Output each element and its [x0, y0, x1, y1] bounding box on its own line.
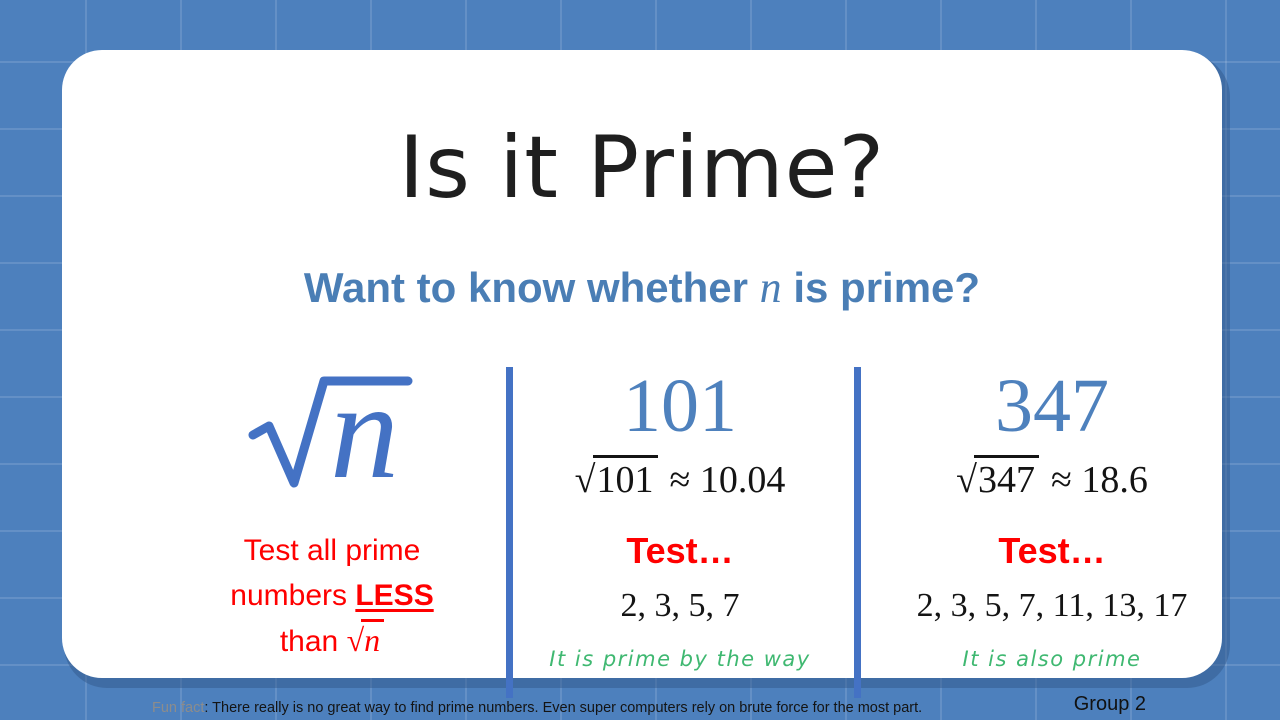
test-rule-caption: Test all prime numbers LESS than √n — [147, 528, 517, 664]
approx-value: ≈ 18.6 — [1051, 459, 1148, 501]
subtitle-suffix: is prime? — [781, 264, 981, 311]
primes-to-test: 2, 3, 5, 7 — [620, 587, 740, 624]
fun-fact-label: Fun fact — [152, 700, 205, 716]
prime-note: It is prime by the way — [549, 647, 811, 671]
column-divider-left — [506, 367, 513, 698]
example-column-101: 101 √101 ≈ 10.04 Test… 2, 3, 5, 7 It is p… — [510, 50, 850, 720]
example-number: 101 — [623, 364, 737, 448]
subtitle-math-variable: n — [759, 263, 782, 312]
test-label: Test… — [998, 530, 1106, 571]
sqrt-n-radical-icon: n — [248, 354, 413, 507]
caption-less-emphasis: LESS — [355, 579, 434, 612]
sqrt-n-radicand: n — [330, 373, 399, 491]
subtitle-prefix: Want to know whether — [303, 264, 760, 311]
prime-note: It is also prime — [962, 647, 1142, 671]
column-divider-right — [854, 367, 861, 698]
caption-line-2-prefix: numbers — [230, 579, 356, 612]
slide-card: Is it Prime? Want to know whether n is p… — [62, 50, 1222, 716]
sqrt-rule-panel: n Test all prime numbers LESS than √n — [147, 354, 517, 665]
radicand: 101 — [592, 455, 658, 501]
group-label: Group 2 — [1073, 693, 1146, 715]
example-column-347: 347 √347 ≈ 18.6 Test… 2, 3, 5, 7, 11, 13,… — [862, 50, 1242, 720]
radicand: 347 — [974, 455, 1039, 501]
caption-sqrt-n: √n — [346, 619, 385, 658]
caption-line-1: Test all prime — [243, 534, 421, 567]
radical-sign: √ — [956, 459, 977, 501]
sqrt-approximation: √347 ≈ 18.6 — [862, 455, 1242, 505]
sqrt-approximation: √101 ≈ 10.04 — [510, 455, 850, 505]
test-label: Test… — [626, 530, 734, 571]
fun-fact-footer: Fun fact: There really is no great way t… — [152, 698, 922, 718]
slide-title: Is it Prime? — [398, 118, 886, 218]
approx-value: ≈ 10.04 — [669, 459, 786, 501]
example-number: 347 — [995, 364, 1109, 448]
slide-subtitle: Want to know whether n is prime? — [62, 262, 1222, 313]
primes-to-test: 2, 3, 5, 7, 11, 13, 17 — [916, 587, 1188, 624]
radicand: n — [361, 619, 385, 658]
caption-line-3-prefix: than — [279, 625, 347, 658]
radical-sign: √ — [346, 622, 365, 658]
fun-fact-text: : There really is no great way to find p… — [204, 700, 923, 716]
sqrt-n-figure: n — [147, 354, 517, 507]
radical-sign: √ — [574, 459, 596, 501]
